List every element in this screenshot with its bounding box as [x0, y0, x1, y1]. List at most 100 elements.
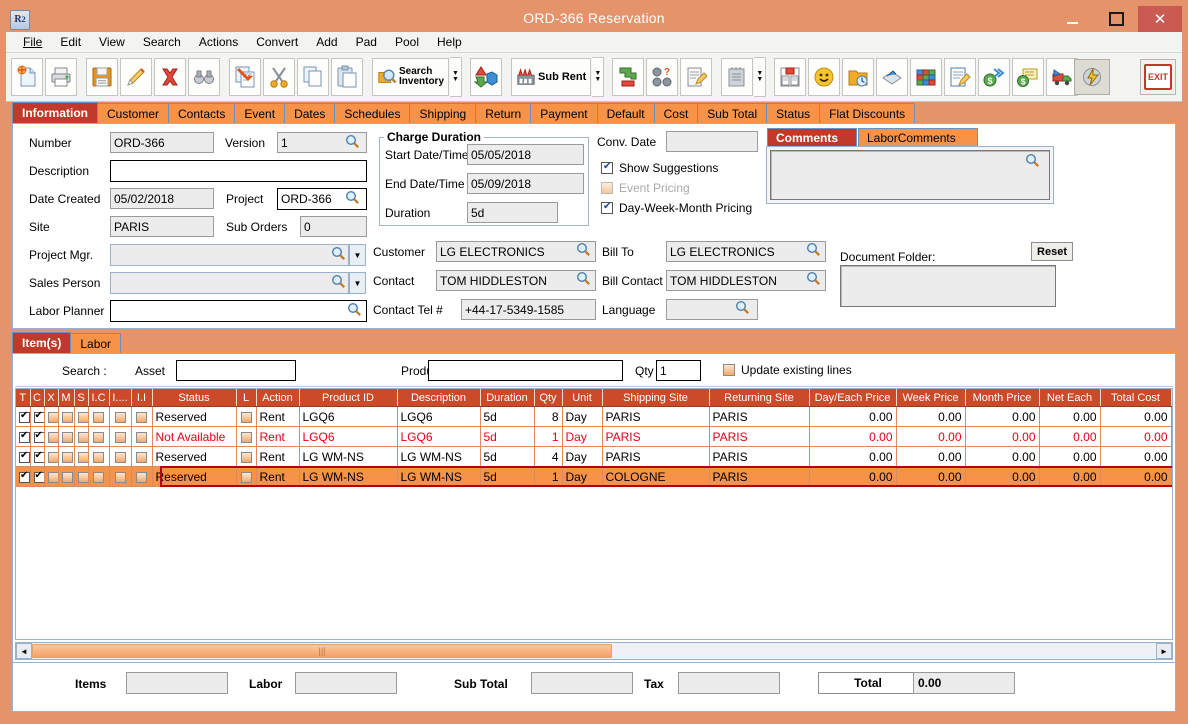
- row-checkbox-c[interactable]: [33, 410, 43, 423]
- cell-net_each[interactable]: 0.00: [1039, 426, 1101, 447]
- row-checkbox-c[interactable]: [33, 430, 43, 443]
- row-checkbox-m[interactable]: [61, 471, 73, 483]
- menu-item-actions[interactable]: Actions: [198, 35, 239, 49]
- row-checkbox-i4[interactable]: [114, 451, 126, 463]
- find-binoculars-button[interactable]: [188, 58, 220, 96]
- cell-duration[interactable]: 5d: [480, 406, 535, 427]
- sales-person-dropdown-icon[interactable]: ▼: [349, 272, 366, 294]
- cell-unit[interactable]: Day: [562, 466, 603, 487]
- tab-shipping[interactable]: Shipping: [409, 103, 477, 123]
- cell-c[interactable]: [30, 426, 45, 447]
- contact-field[interactable]: [436, 270, 596, 291]
- column-header-week_price[interactable]: Week Price: [896, 389, 966, 407]
- cell-total_cost[interactable]: 0.00: [1100, 426, 1172, 447]
- row-checkbox-ii[interactable]: [136, 471, 147, 483]
- cell-x[interactable]: [44, 466, 59, 487]
- row-checkbox-ic[interactable]: [93, 451, 104, 463]
- row-checkbox-x[interactable]: [47, 411, 57, 423]
- cell-duration[interactable]: 5d: [480, 466, 535, 487]
- cell-l[interactable]: [236, 426, 257, 447]
- cell-month_price[interactable]: 0.00: [965, 466, 1040, 487]
- print-button[interactable]: [45, 58, 77, 96]
- menu-item-help[interactable]: Help: [437, 35, 462, 49]
- tab-customer[interactable]: Customer: [97, 103, 170, 123]
- column-header-t[interactable]: T: [16, 389, 31, 407]
- comments-textarea[interactable]: [770, 150, 1050, 200]
- bill-to-field[interactable]: [666, 241, 826, 262]
- cell-day_each_price[interactable]: 0.00: [809, 466, 897, 487]
- tab-comments[interactable]: Comments: [767, 128, 857, 146]
- project-mgr-dropdown-icon[interactable]: ▼: [349, 244, 366, 266]
- cell-week_price[interactable]: 0.00: [896, 446, 966, 467]
- search-inventory-dropdown-icon[interactable]: ▼ ▼: [450, 57, 463, 97]
- cell-x[interactable]: [44, 406, 59, 427]
- cell-ii[interactable]: [131, 406, 153, 427]
- cell-di[interactable]: [1171, 446, 1172, 467]
- cell-total_cost[interactable]: 0.00: [1100, 406, 1172, 427]
- items-horizontal-scrollbar[interactable]: ◄ ||| ►: [15, 642, 1173, 660]
- event-pricing-checkbox[interactable]: [601, 182, 613, 194]
- cell-s[interactable]: [74, 446, 89, 467]
- column-header-description[interactable]: Description: [397, 389, 481, 407]
- warehouse-button[interactable]: [774, 58, 807, 96]
- money-transfer-button[interactable]: $: [978, 58, 1011, 96]
- cell-action[interactable]: Rent: [256, 446, 300, 467]
- cell-l[interactable]: [236, 466, 257, 487]
- scroll-right-button[interactable]: ►: [1156, 643, 1172, 659]
- cell-ic[interactable]: [88, 446, 110, 467]
- project-mgr-search-icon[interactable]: [331, 246, 346, 261]
- inventory-grid-button[interactable]: [910, 58, 943, 96]
- number-field[interactable]: [110, 132, 214, 153]
- sub-rent-dropdown-icon[interactable]: ▼ ▼: [592, 57, 605, 97]
- cell-t[interactable]: [16, 466, 31, 487]
- sub-rent-button[interactable]: Sub Rent: [511, 58, 592, 96]
- conv-date-field[interactable]: [666, 131, 758, 152]
- row-checkbox-m[interactable]: [61, 451, 73, 463]
- cell-status[interactable]: Reserved: [152, 446, 237, 467]
- cell-net_each[interactable]: 0.00: [1039, 446, 1101, 467]
- row-checkbox-i4[interactable]: [114, 411, 126, 423]
- cell-month_price[interactable]: 0.00: [965, 426, 1040, 447]
- column-header-total_cost[interactable]: Total Cost: [1100, 389, 1172, 407]
- cell-week_price[interactable]: 0.00: [896, 426, 966, 447]
- cell-unit[interactable]: Day: [562, 406, 603, 427]
- paste-link-button[interactable]: [229, 58, 261, 96]
- menu-item-view[interactable]: View: [99, 35, 125, 49]
- row-checkbox-t[interactable]: [19, 450, 29, 463]
- cell-returning_site[interactable]: PARIS: [709, 426, 810, 447]
- project-field[interactable]: [277, 188, 367, 210]
- version-field[interactable]: [277, 132, 367, 153]
- row-checkbox-x[interactable]: [47, 431, 57, 443]
- tax-field[interactable]: [678, 672, 780, 694]
- cell-description[interactable]: LG WM-NS: [397, 446, 481, 467]
- cell-net_each[interactable]: 0.00: [1039, 406, 1101, 427]
- cell-shipping_site[interactable]: PARIS: [602, 406, 710, 427]
- cell-m[interactable]: [58, 426, 75, 447]
- cell-day_each_price[interactable]: 0.00: [809, 406, 897, 427]
- cell-product_id[interactable]: LG WM-NS: [299, 466, 398, 487]
- customer-search-icon[interactable]: [576, 242, 591, 257]
- bill-contact-field[interactable]: [666, 270, 826, 291]
- cell-description[interactable]: LG WM-NS: [397, 466, 481, 487]
- cell-product_id[interactable]: LGQ6: [299, 426, 398, 447]
- cell-x[interactable]: [44, 446, 59, 467]
- cell-di[interactable]: [1171, 406, 1172, 427]
- cell-l[interactable]: [236, 406, 257, 427]
- row-checkbox-l[interactable]: [240, 471, 252, 483]
- tab-schedules[interactable]: Schedules: [334, 103, 411, 123]
- cell-week_price[interactable]: 0.00: [896, 466, 966, 487]
- maximize-button[interactable]: [1094, 6, 1138, 32]
- row-checkbox-s[interactable]: [77, 431, 87, 443]
- project-mgr-field[interactable]: [110, 244, 349, 266]
- cell-ii[interactable]: [131, 426, 153, 447]
- column-header-ii[interactable]: I.I: [131, 389, 153, 407]
- cell-day_each_price[interactable]: 0.00: [809, 446, 897, 467]
- tab-payment[interactable]: Payment: [530, 103, 598, 123]
- column-header-s[interactable]: S: [74, 389, 89, 407]
- cell-week_price[interactable]: 0.00: [896, 406, 966, 427]
- column-header-month_price[interactable]: Month Price: [965, 389, 1040, 407]
- notes-edit-button[interactable]: [680, 58, 713, 96]
- comments-search-icon[interactable]: [1025, 153, 1040, 168]
- menu-item-convert[interactable]: Convert: [256, 35, 299, 49]
